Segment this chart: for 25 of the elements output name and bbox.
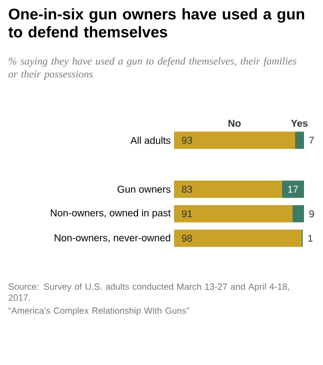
bar xyxy=(174,205,292,222)
bar xyxy=(282,180,304,198)
data-label: 98 xyxy=(182,234,192,242)
chart-subtitle: % saying they have used a gun to defend themselves, their families or their possessions xyxy=(8,57,296,80)
chart-title: One-in-six gun owners have used a gun to defend themselves xyxy=(8,8,304,38)
y-tick-label: Gun owners xyxy=(118,186,170,193)
data-label: 17 xyxy=(288,186,298,193)
series-label: Yes xyxy=(291,120,308,127)
bar xyxy=(174,132,295,149)
bar xyxy=(292,205,304,222)
data-label: 7 xyxy=(309,136,314,144)
bar xyxy=(174,180,282,198)
y-tick-label: All adults xyxy=(130,136,170,144)
data-label: 91 xyxy=(182,210,192,218)
data-label: 9 xyxy=(309,210,314,218)
data-label: 93 xyxy=(182,136,192,144)
bar xyxy=(294,132,304,149)
data-label: 1 xyxy=(308,234,313,242)
data-label: 83 xyxy=(182,186,192,193)
series-label: No xyxy=(228,120,241,127)
y-tick-label: Non-owners, never-owned xyxy=(54,234,170,243)
source-note: Source: Survey of U.S. adults conducted March 13-27 and April 4-18, 2017. xyxy=(8,283,289,301)
bar xyxy=(174,230,302,247)
y-tick-label: Non-owners, owned in past xyxy=(50,209,171,218)
text: “America’s Complex Relationship With Guns” xyxy=(8,307,190,316)
